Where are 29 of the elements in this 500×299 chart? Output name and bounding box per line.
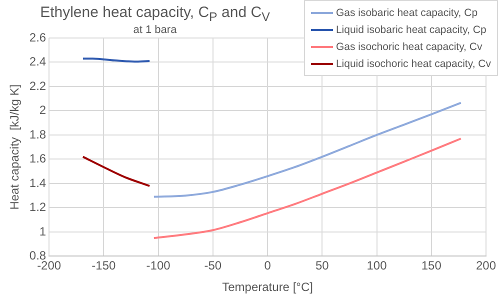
- legend-label: Gas isochoric heat capacity, Cv: [336, 40, 482, 52]
- y-axis-title: Heat capacity [kJ/kg K]: [8, 84, 22, 210]
- x-tick-label: -150: [92, 258, 116, 273]
- x-axis-title: Temperature [°C]: [222, 280, 313, 294]
- y-tick-label: 2.4: [29, 54, 46, 69]
- y-tick-label: 1.8: [29, 127, 46, 142]
- chart-subtitle: at 1 bara: [133, 24, 177, 36]
- x-tick-label: 200: [476, 258, 496, 273]
- x-tick-label: 50: [315, 258, 330, 273]
- x-tick-label: 100: [366, 258, 388, 273]
- legend-label: Liquid isochoric heat capacity, Cv: [336, 58, 491, 70]
- x-tick-label: -100: [146, 258, 171, 273]
- x-tick-label: 150: [421, 258, 442, 273]
- y-tick-label: 2: [39, 103, 46, 118]
- chart-title: Ethylene heat capacity, C$_{P}$ and C$_{V}$: [40, 4, 270, 24]
- y-tick-label: 1.6: [29, 152, 46, 166]
- y-tick-label: 1: [39, 224, 46, 238]
- line-series: [152, 138, 462, 240]
- x-tick-label: 0: [264, 258, 272, 273]
- y-tick-label: 1.4: [29, 176, 46, 190]
- y-tick-label: 2.2: [29, 78, 46, 93]
- legend-label: Gas isobaric heat capacity, Cp: [336, 6, 478, 18]
- line-series: [82, 156, 151, 187]
- legend-label: Liquid isobaric heat capacity, Cp: [336, 24, 486, 36]
- y-tick-label: 2.6: [29, 30, 46, 44]
- x-tick-label: -50: [204, 258, 222, 273]
- line-series: [152, 102, 462, 198]
- x-tick-label: -200: [37, 258, 62, 273]
- y-tick-label: 1.2: [29, 200, 46, 214]
